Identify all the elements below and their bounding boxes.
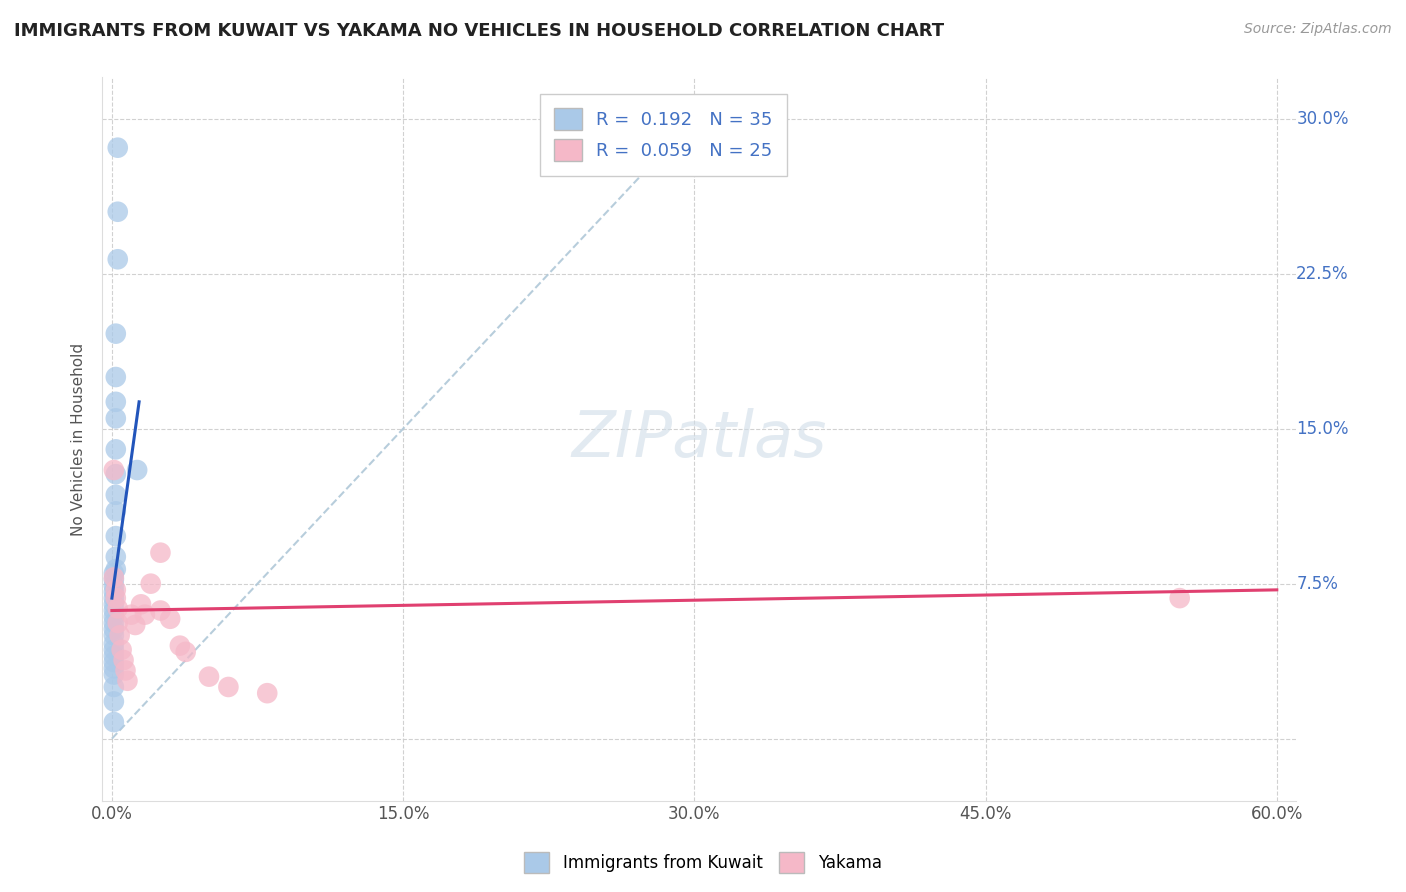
Point <box>111 642 134 657</box>
Y-axis label: No Vehicles in Household: No Vehicles in Household <box>72 343 86 535</box>
Point <box>217 680 239 694</box>
Point <box>139 576 162 591</box>
Point <box>104 467 127 482</box>
Point <box>103 628 125 642</box>
Point <box>104 442 127 457</box>
Point <box>103 694 125 708</box>
Point <box>104 582 127 597</box>
Point <box>104 529 127 543</box>
Point <box>159 612 181 626</box>
Point <box>104 591 127 606</box>
Point <box>103 661 125 675</box>
Point <box>103 715 125 730</box>
Text: Source: ZipAtlas.com: Source: ZipAtlas.com <box>1244 22 1392 37</box>
Point <box>124 618 146 632</box>
Legend: Immigrants from Kuwait, Yakama: Immigrants from Kuwait, Yakama <box>517 846 889 880</box>
Point <box>104 411 127 425</box>
Point <box>108 628 131 642</box>
Point <box>103 648 125 663</box>
Point <box>112 653 135 667</box>
Point <box>104 394 127 409</box>
Point <box>174 645 197 659</box>
Point <box>103 637 125 651</box>
Point <box>1168 591 1191 606</box>
Point <box>127 463 149 477</box>
Text: 22.5%: 22.5% <box>1296 265 1348 283</box>
Point <box>107 141 129 155</box>
Point <box>103 573 125 587</box>
Point <box>103 615 125 630</box>
Point <box>149 603 172 617</box>
Point <box>103 642 125 657</box>
Text: 7.5%: 7.5% <box>1296 574 1339 592</box>
Point <box>107 601 129 615</box>
Text: ZIPatlas: ZIPatlas <box>571 408 827 470</box>
Point <box>107 204 129 219</box>
Point <box>256 686 278 700</box>
Point <box>103 585 125 599</box>
Point <box>103 609 125 624</box>
Point <box>104 549 127 564</box>
Point <box>103 655 125 669</box>
Point <box>129 597 152 611</box>
Point <box>103 463 125 477</box>
Point <box>104 370 127 384</box>
Point <box>104 504 127 518</box>
Text: 30.0%: 30.0% <box>1296 110 1348 128</box>
Text: 15.0%: 15.0% <box>1296 420 1348 438</box>
Point <box>107 615 129 630</box>
Point <box>134 607 156 622</box>
Point <box>107 252 129 267</box>
Point <box>103 622 125 636</box>
Point <box>103 603 125 617</box>
Point <box>169 639 191 653</box>
Point <box>114 664 136 678</box>
Point <box>103 570 125 584</box>
Text: IMMIGRANTS FROM KUWAIT VS YAKAMA NO VEHICLES IN HOUSEHOLD CORRELATION CHART: IMMIGRANTS FROM KUWAIT VS YAKAMA NO VEHI… <box>14 22 945 40</box>
Point <box>120 607 142 622</box>
Point <box>104 488 127 502</box>
Point <box>103 597 125 611</box>
Legend: R =  0.192   N = 35, R =  0.059   N = 25: R = 0.192 N = 35, R = 0.059 N = 25 <box>540 94 787 176</box>
Point <box>117 673 139 688</box>
Point <box>149 546 172 560</box>
Point <box>103 579 125 593</box>
Point <box>103 591 125 606</box>
Point <box>104 326 127 341</box>
Point <box>103 667 125 681</box>
Point <box>103 680 125 694</box>
Point <box>198 670 221 684</box>
Point <box>103 566 125 581</box>
Point <box>104 562 127 576</box>
